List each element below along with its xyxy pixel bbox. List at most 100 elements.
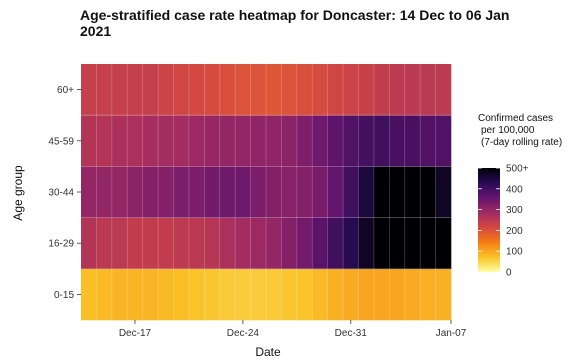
legend-tick-label: 300 [506,205,523,216]
heatmap-cell [266,268,282,321]
heatmap-cell [204,115,221,167]
heatmap-cell [327,64,344,116]
heatmap-cell [404,64,421,116]
y-axis-label: Age group [11,165,25,221]
heatmap-cell [142,268,159,321]
chart-title-line-1: Age-stratified case rate heatmap for Don… [80,7,510,23]
heatmap-cell [312,268,328,321]
heatmap-cell [404,166,421,218]
heatmap-cell [173,217,190,270]
heatmap-cell [219,166,236,218]
heatmap-cell [389,115,406,167]
legend-tick-label: 400 [506,184,523,195]
heatmap-cell [281,217,298,270]
heatmap-cell [343,217,359,270]
heatmap-cell [96,115,113,167]
heatmap-cell [435,166,452,218]
heatmap-cell [158,217,174,270]
heatmap-cell [127,64,143,116]
heatmap-cell [204,217,221,270]
heatmap-cell [266,64,282,116]
heatmap-cell [173,268,190,321]
legend-ticks: 0 100 200 300 400 500+ [478,164,529,279]
heatmap-cell [111,166,128,218]
heatmap-cell [158,115,174,167]
heatmap-cell [373,166,390,218]
heatmap-cell [81,115,97,167]
heatmap-cell [343,115,359,167]
x-tick-label: Dec-17 [119,328,152,339]
heatmap-cell [420,268,436,321]
heatmap-cell [250,166,267,218]
heatmap-cell [96,64,113,116]
heatmap-cell [111,268,128,321]
heatmap-cell [173,64,190,116]
heatmap-cell [281,268,298,321]
heatmap-cell [327,217,344,270]
heatmap-cell [389,64,406,116]
heatmap-cell [127,166,143,218]
y-tick-label: 45-59 [48,136,74,147]
heatmap-cell [188,64,205,116]
heatmap-cell [296,268,313,321]
heatmap-cell [127,115,143,167]
heatmap-cell [296,166,313,218]
heatmap-cell [327,166,344,218]
y-tick-label: 0-15 [54,290,74,301]
heatmap-cell [358,166,375,218]
heatmap-cell [142,166,159,218]
heatmap-cell [435,217,452,270]
heatmap-cell [343,166,359,218]
heatmap-cell [327,115,344,167]
heatmap-cell [127,217,143,270]
heatmap-cell [158,166,174,218]
heatmap-cell [266,166,282,218]
heatmap-cell [96,217,113,270]
heatmap-cell [127,268,143,321]
heatmap-cell [327,268,344,321]
y-tick-label: 60+ [57,85,74,96]
heatmap-cell [296,217,313,270]
legend-tick-label: 100 [506,247,523,258]
heatmap-cell [250,115,267,167]
heatmap-cell [235,268,251,321]
heatmap-cell [81,166,97,218]
heatmap-cell [173,166,190,218]
heatmap-cell [358,268,375,321]
heatmap-cell [204,268,221,321]
heatmap-cell [420,217,436,270]
heatmap-cell [219,115,236,167]
legend-title-line-1: Confirmed cases [478,113,553,124]
heatmap-cell [266,217,282,270]
chart-title-line-2: 2021 [80,23,111,39]
heatmap-cell [204,166,221,218]
x-axis-label: Date [255,345,281,359]
heatmap-cell [235,166,251,218]
heatmap-cell [373,115,390,167]
heatmap-cell [358,64,375,116]
heatmap-cell [219,268,236,321]
heatmap-cell [250,64,267,116]
heatmap-cell [111,64,128,116]
heatmap-cell [266,115,282,167]
heatmap-cell [389,166,406,218]
heatmap-cell [111,217,128,270]
heatmap-cell [96,268,113,321]
heatmap-cell [281,64,298,116]
x-axis-ticks: Dec-17 Dec-24 Dec-31 Jan-07 [119,320,467,339]
heatmap-cell [204,64,221,116]
heatmap-cell [404,217,421,270]
y-axis-ticks: 0-15 16-29 30-44 45-59 60+ [48,85,81,301]
heatmap-cell [235,115,251,167]
heatmap-cell [296,115,313,167]
heatmap-cell [373,217,390,270]
heatmap-cell [435,64,452,116]
heatmap-cell [250,217,267,270]
legend-tick-label: 500+ [506,164,529,175]
heatmap-cell [296,64,313,116]
heatmap-cell [404,115,421,167]
heatmap-cell [343,64,359,116]
heatmap-cell [81,217,97,270]
heatmap-cell [188,268,205,321]
heatmap-cell [343,268,359,321]
